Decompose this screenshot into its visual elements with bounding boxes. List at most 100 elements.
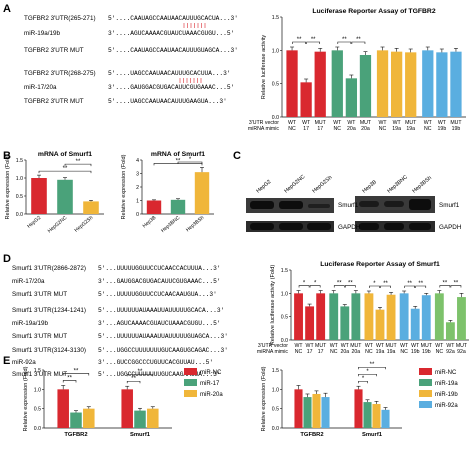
x-tick-label: TGFBR2 xyxy=(64,432,87,438)
x-label-vector: WT xyxy=(438,120,447,126)
seq-text: 5'....UAGCCAAUAACAUUUGAAGUA...3' xyxy=(108,98,227,105)
seq-text: 3'...AGUCAAAACGUAUCUAAACGUGU...5' xyxy=(98,320,221,327)
x-label-mimic: NC xyxy=(436,349,444,355)
bar xyxy=(421,295,431,340)
significance-label: ** xyxy=(443,281,448,287)
lane-label: HepG2NC xyxy=(283,174,306,195)
x-label-mimic: 19b xyxy=(411,349,420,355)
lane-label: Hep3B xyxy=(361,179,378,194)
significance-bracket xyxy=(358,380,368,384)
x-label-mimic: 20a xyxy=(361,126,370,132)
y-tick-label: 0.5 xyxy=(16,194,23,200)
x-label-vector: WT xyxy=(288,120,297,126)
y-tick-label: 0.5 xyxy=(34,407,41,413)
bar xyxy=(445,322,455,340)
seq-text: 3'....GAUGGACGUGACAUUCGUGAAAC...5' xyxy=(108,84,234,91)
legend-swatch xyxy=(419,368,432,375)
bar xyxy=(300,82,312,117)
significance-label: ** xyxy=(63,166,68,172)
y-axis-label: Relative expression (Fold) xyxy=(5,154,11,219)
x-label-mimic: 20a xyxy=(340,349,349,355)
y-tick-label: 1.5 xyxy=(34,368,41,374)
bar xyxy=(305,306,315,340)
seq-label: miR-92a xyxy=(12,359,36,366)
band xyxy=(409,199,431,210)
x-label-vector: WT xyxy=(294,343,303,349)
bar xyxy=(390,51,403,117)
y-tick-label: 0.0 xyxy=(34,426,41,432)
chart-title: Luciferase Reporter Assay of TGFBR2 xyxy=(312,8,435,15)
seq-text: 5'...UGGCCUUUUUUUGUCAAGUGCAGAC...3' xyxy=(98,347,228,354)
panel-d-sequences: Smurf1 3'UTR(2866-2872) 5'...UUUUUGGUUCC… xyxy=(12,265,228,378)
chart-a-tgfbr2-luciferase: 0.0 0.5 1.0 1.5 Relative luciferase activity… xyxy=(248,8,466,132)
significance-label: * xyxy=(373,281,376,287)
seq-label: miR-17/20a xyxy=(12,278,45,285)
chart-d-smurf1-luciferase: 0.0 0.5 1.0 1.5 Relative luciferase activity… xyxy=(257,261,469,355)
y-tick-label: 1 xyxy=(136,199,139,205)
y-tick-label: 1.0 xyxy=(16,176,23,182)
band-label-gapdh-left: GAPDH xyxy=(338,224,361,231)
significance-label: ** xyxy=(407,281,412,287)
significance-label: * xyxy=(314,281,317,287)
legend-swatch xyxy=(419,390,432,397)
significance-label: ** xyxy=(356,37,361,43)
bar xyxy=(434,293,444,340)
x-label-vector: MUT xyxy=(350,343,362,349)
x-label-mimic: 19b xyxy=(422,349,431,355)
y-tick-label: 2 xyxy=(136,185,139,191)
x-label-mimic: 19a xyxy=(392,126,401,132)
significance-label: ** xyxy=(74,368,79,374)
x-label-vector: WT xyxy=(376,343,385,349)
x-tick-label: Hep3B xyxy=(142,215,158,230)
y-tick-label: 1.5 xyxy=(281,268,288,274)
band xyxy=(279,223,303,230)
significance-label: ** xyxy=(454,281,459,287)
x-label-mimic: 92a xyxy=(457,349,466,355)
seq-text: 5'...UGGCCUUUUUUUGUCAAGAAGUA...3' xyxy=(98,371,221,378)
x-tick-label: Hep3BNC xyxy=(160,215,181,234)
bar xyxy=(134,410,146,428)
bar xyxy=(381,409,390,428)
seq-label: Smurf1 3'UTR(1234-1241) xyxy=(12,307,86,314)
x-tick-label: HepG2Sh xyxy=(74,215,95,234)
legend-label: miR-NC xyxy=(435,370,457,376)
band-label-gapdh-right: GAPDH xyxy=(439,224,462,231)
x-tick-label: Smurf1 xyxy=(130,432,151,438)
significance-bracket xyxy=(309,285,321,288)
bar xyxy=(363,402,372,428)
bar xyxy=(351,293,361,340)
legend-swatch xyxy=(419,379,432,386)
seq-label: Smurf1 3'UTR MUT xyxy=(12,371,67,378)
panel-letter-b: B xyxy=(3,150,11,162)
bar xyxy=(457,297,466,340)
significance-bracket xyxy=(298,285,310,288)
panel-a-sequences: TGFBR2 3'UTR(265-271) 5'....CAAUAGCCAAUA… xyxy=(24,15,238,105)
panel-letter-c: C xyxy=(233,150,241,162)
legend-label: miR-19b xyxy=(435,392,458,398)
x-label-mimic: NC xyxy=(365,349,373,355)
x-label-vector: WT xyxy=(330,343,339,349)
x-label-mimic: NC xyxy=(295,349,303,355)
significance-label: ** xyxy=(176,158,181,164)
x-label-mimic: 17 xyxy=(318,349,324,355)
seq-label: Smurf1 3'UTR(2866-2872) xyxy=(12,265,86,272)
significance-bracket xyxy=(177,161,203,164)
significance-label: ** xyxy=(311,37,316,43)
band-label-smurf1-right: Smurf1 xyxy=(439,202,460,209)
lane-label: Hep3BSh xyxy=(411,175,433,194)
bar xyxy=(372,404,381,428)
y-tick-label: 0.0 xyxy=(281,338,288,344)
y-tick-label: 3 xyxy=(136,172,139,178)
bar xyxy=(57,179,73,214)
x-tick-label: Hep3BSh xyxy=(185,215,205,233)
x-label-vector: WT xyxy=(446,343,455,349)
bar xyxy=(386,294,396,340)
chart-b1-smurf1-mrna: 0.0 0.5 1.0 1.5 Relative expression (Fold) mR… xyxy=(5,151,104,234)
significance-label: ** xyxy=(297,37,302,43)
y-tick-label: 1.5 xyxy=(272,15,279,21)
x-label-mimic: 19a xyxy=(376,349,385,355)
y-axis-label: Relative luciferase activity (Fold) xyxy=(270,265,276,346)
panel-c-western-blots: Smurf1 GAPDH Smurf1 GAPDH xyxy=(246,196,462,232)
y-tick-label: 0 xyxy=(136,212,139,218)
